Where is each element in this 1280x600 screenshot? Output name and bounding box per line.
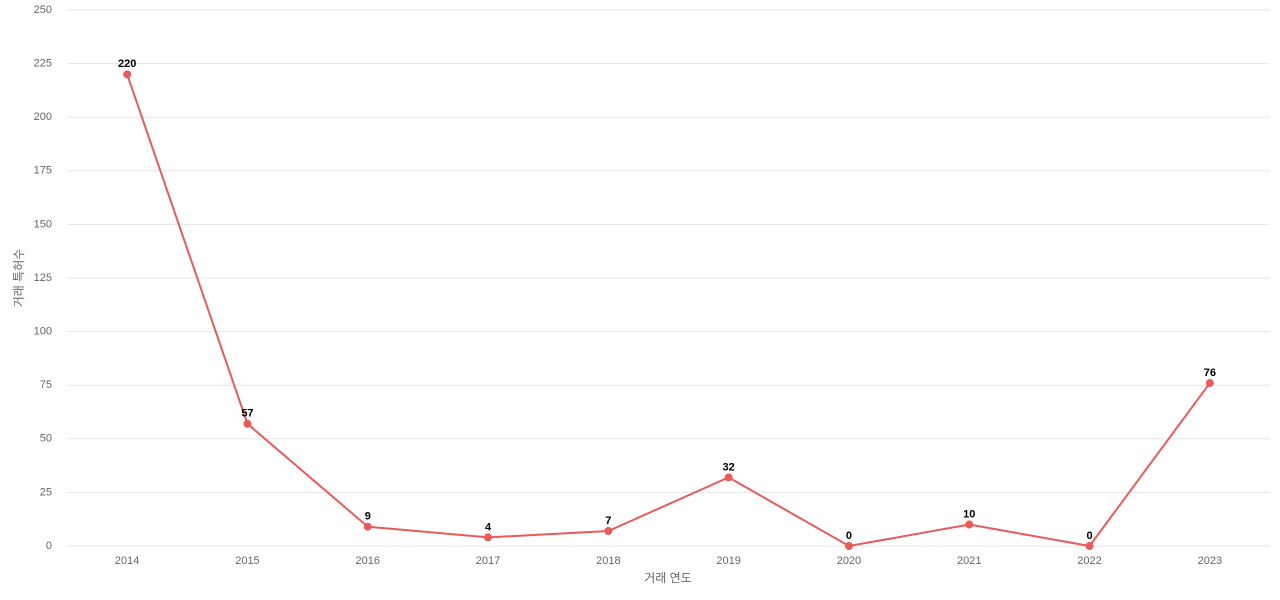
- x-tick-label: 2019: [716, 555, 740, 567]
- value-label: 7: [605, 515, 611, 527]
- point: [1085, 542, 1094, 550]
- value-label: 9: [365, 511, 371, 523]
- y-tick-label: 0: [46, 540, 52, 552]
- value-label: 32: [723, 461, 735, 473]
- y-tick-label: 25: [40, 486, 52, 498]
- x-tick-label: 2015: [235, 555, 259, 567]
- point: [484, 533, 493, 542]
- point: [363, 522, 372, 531]
- x-tick-label: 2018: [596, 555, 620, 567]
- value-label: 57: [241, 408, 253, 420]
- point: [844, 542, 853, 550]
- value-label: 0: [846, 530, 852, 542]
- point: [724, 473, 733, 482]
- value-label: 76: [1204, 367, 1216, 379]
- point: [123, 70, 132, 79]
- value-label: 220: [118, 58, 136, 70]
- x-tick-label: 2016: [356, 555, 380, 567]
- x-tick-label: 2023: [1198, 555, 1222, 567]
- y-tick-label: 175: [34, 165, 52, 177]
- x-tick-label: 2017: [476, 555, 500, 567]
- line: [126, 73, 1211, 548]
- x-axis-title: 거래 연도: [644, 571, 692, 585]
- y-tick-label: 225: [34, 58, 52, 70]
- value-label: 0: [1086, 530, 1092, 542]
- point: [604, 526, 613, 535]
- point: [243, 419, 252, 428]
- x-tick-label: 2020: [837, 555, 861, 567]
- y-tick-label: 100: [34, 326, 52, 338]
- y-tick-label: 50: [40, 433, 52, 445]
- point: [1205, 379, 1214, 388]
- y-tick-label: 250: [34, 4, 52, 16]
- y-tick-label: 200: [34, 111, 52, 123]
- x-tick-label: 2014: [115, 555, 139, 567]
- value-label: 10: [963, 508, 975, 520]
- y-axis-title: 거래 특허수: [12, 249, 26, 308]
- y-tick-label: 150: [34, 218, 52, 230]
- x-tick-label: 2022: [1077, 555, 1101, 567]
- y-tick-label: 125: [34, 272, 52, 284]
- point: [965, 520, 974, 529]
- y-tick-label: 75: [40, 379, 52, 391]
- x-tick-label: 2021: [957, 555, 981, 567]
- value-label: 4: [485, 521, 492, 533]
